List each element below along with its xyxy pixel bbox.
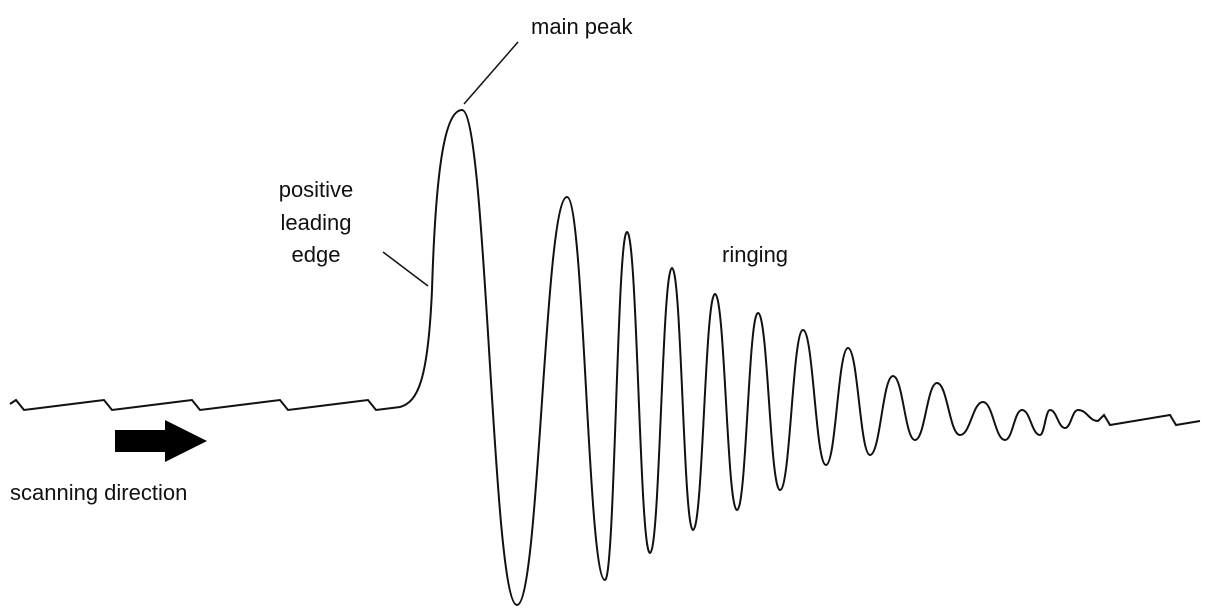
ringing-label: ringing	[722, 242, 788, 267]
direction-arrow	[115, 420, 207, 462]
leader-line	[382, 251, 429, 287]
main-peak-label: main peak	[531, 14, 634, 39]
scanning-direction-label: scanning direction	[10, 480, 187, 505]
waveform	[9, 108, 1201, 607]
leading-edge-label: leading	[281, 210, 352, 235]
leader-line	[463, 41, 519, 105]
leading-edge-label: positive	[279, 177, 354, 202]
leading-edge-label: edge	[292, 242, 341, 267]
